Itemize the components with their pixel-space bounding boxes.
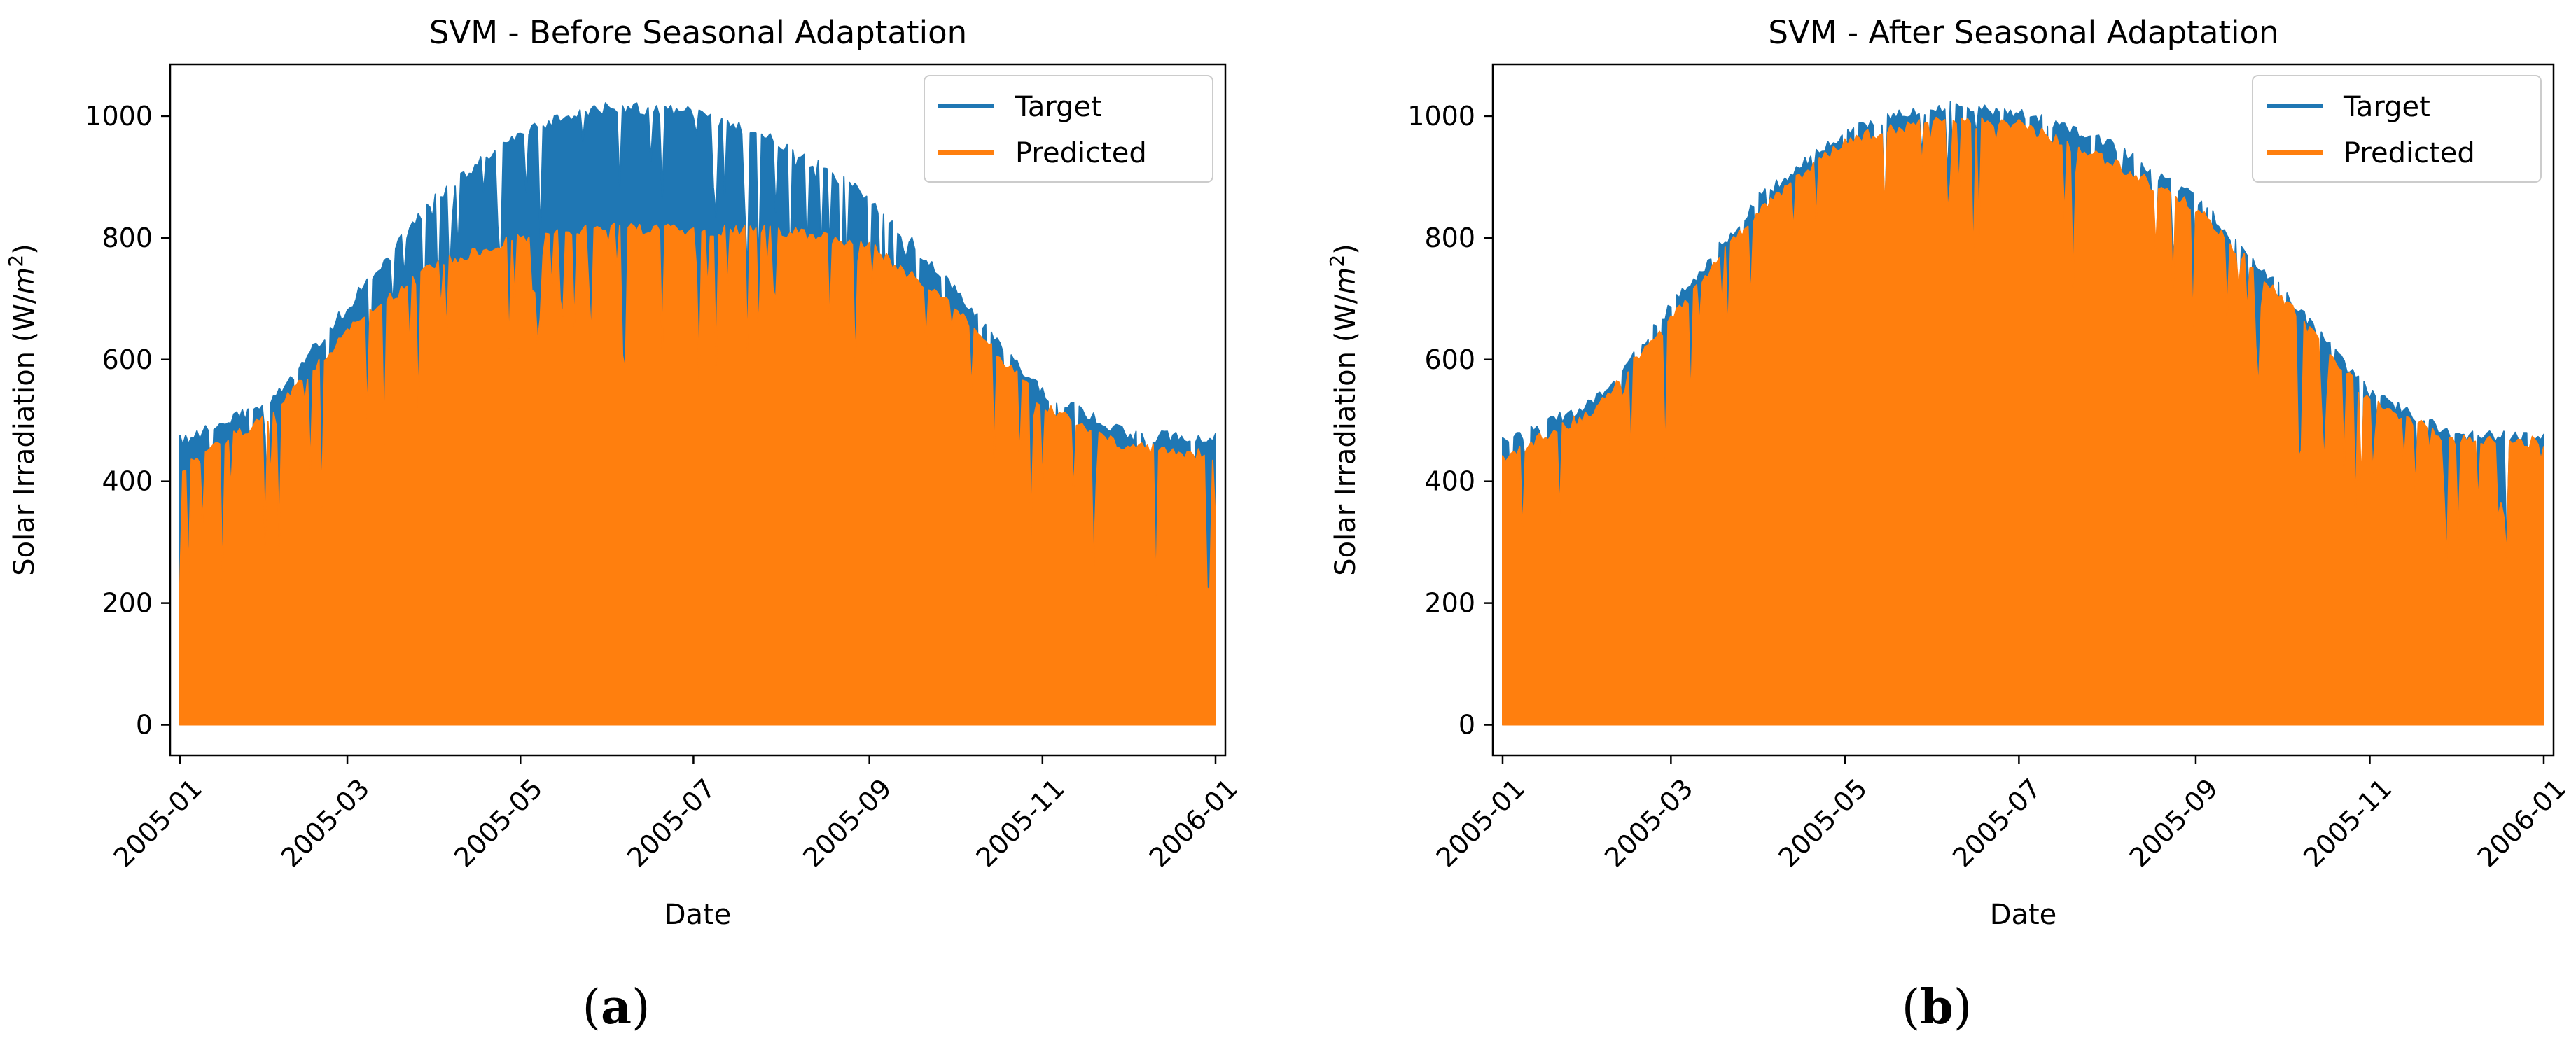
- y-tick-label: 800: [1424, 223, 1475, 253]
- y-tick-label: 1000: [85, 101, 153, 132]
- y-tick-label: 400: [1424, 466, 1475, 497]
- x-tick-label: 2005-05: [448, 773, 548, 873]
- legend-label-predicted: Predicted: [2344, 137, 2475, 169]
- x-tick-label: 2005-03: [1599, 773, 1699, 873]
- series-predicted-area: [179, 223, 1216, 726]
- x-axis-label: Date: [1990, 899, 2057, 931]
- legend: Target Predicted: [2252, 75, 2542, 183]
- panel-label-b: (b): [1902, 979, 1972, 1035]
- y-tick-label: 200: [1424, 588, 1475, 619]
- x-tick-label: 2006-01: [1143, 773, 1244, 873]
- x-tick-label: 2005-11: [970, 773, 1071, 873]
- y-tick-label: 400: [102, 466, 153, 497]
- x-tick-label: 2005-09: [2124, 773, 2224, 873]
- chart-title: SVM - After Seasonal Adaptation: [1768, 14, 2278, 51]
- x-tick-label: 2005-11: [2297, 773, 2397, 873]
- chart-title: SVM - Before Seasonal Adaptation: [429, 14, 967, 51]
- y-tick-label: 0: [1458, 710, 1475, 741]
- legend-label-target: Target: [1015, 91, 1102, 123]
- legend-label-target: Target: [2343, 91, 2430, 123]
- y-tick-label: 600: [1424, 344, 1475, 375]
- y-tick-label: 200: [102, 588, 153, 619]
- legend-box: [924, 75, 1213, 183]
- series-predicted-area: [1502, 116, 2544, 726]
- x-tick-label: 2005-07: [621, 773, 721, 873]
- y-tick-label: 800: [102, 223, 153, 253]
- legend-box: [2252, 75, 2542, 183]
- plot-frame: [169, 63, 1227, 757]
- x-tick-label: 2006-01: [2472, 773, 2572, 873]
- legend: Target Predicted: [924, 75, 1213, 183]
- y-tick-label: 1000: [1407, 101, 1475, 132]
- x-tick-label: 2005-07: [1947, 773, 2047, 873]
- y-tick-label: 0: [136, 710, 153, 741]
- x-tick-label: 2005-09: [797, 773, 897, 873]
- chart-after-adaptation: 0 200 400 600 800 1000 2005-01 2005-03 2005-05 20…: [1325, 14, 2572, 931]
- y-axis-label: Solar Irradiation (W/m2): [4, 244, 41, 576]
- x-tick-label: 2005-03: [275, 773, 375, 873]
- x-tick-label: 2005-01: [1430, 773, 1531, 873]
- chart-before-adaptation: 0 200 400 600 800 1000 2005-01 2005-03 2005-05 20…: [4, 14, 1244, 931]
- panel-label-a: (a): [582, 979, 650, 1035]
- x-tick-label: 2005-01: [108, 773, 208, 873]
- y-tick-label: 600: [102, 344, 153, 375]
- plot-frame: [1491, 63, 2555, 757]
- y-axis-label: Solar Irradiation (W/m2): [1325, 244, 1362, 576]
- x-axis-label: Date: [664, 899, 732, 931]
- x-tick-label: 2005-05: [1773, 773, 1873, 873]
- legend-label-predicted: Predicted: [1015, 137, 1147, 169]
